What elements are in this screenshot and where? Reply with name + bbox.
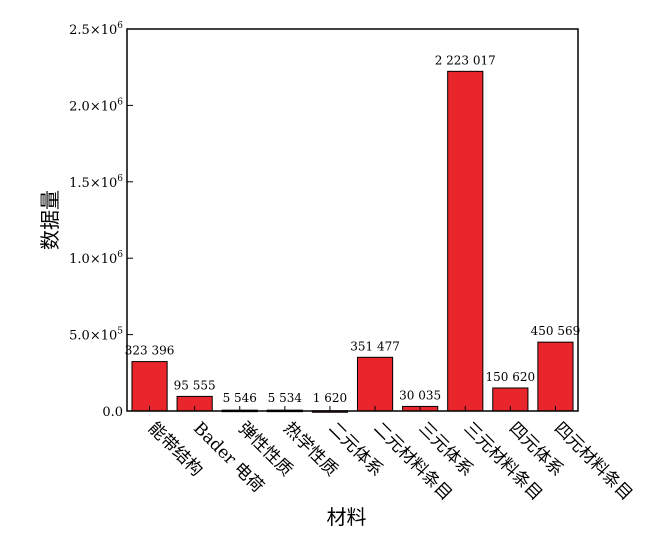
- y-tick-label-4: 2.0×106: [69, 97, 123, 114]
- data-label-7: 2 223 017: [435, 53, 496, 67]
- x-axis-title: 材料: [327, 505, 367, 529]
- bar-9: [537, 341, 574, 412]
- y-tick-label-1: 5.0×105: [69, 327, 123, 344]
- data-label-4: 1 620: [313, 391, 347, 405]
- y-tick-label-3: 1.5×106: [69, 174, 123, 191]
- bars-layer: [131, 70, 574, 413]
- data-label-9: 450 569: [531, 324, 581, 338]
- data-label-0: 323 396: [125, 344, 175, 358]
- data-label-2: 5 546: [223, 391, 257, 405]
- bar-7: [447, 70, 484, 412]
- data-label-5: 351 477: [350, 339, 400, 353]
- bar-5: [356, 356, 394, 412]
- data-labels-layer: 323 396 95 555 5 546 5 534 1 620 351 477 30 03…: [125, 53, 581, 405]
- data-label-3: 5 534: [268, 391, 303, 405]
- y-axis-title: 数据量: [38, 190, 62, 250]
- y-tick-label-2: 1.0×106: [69, 250, 123, 267]
- y-tick-label-5: 2.5×106: [69, 21, 123, 38]
- y-tick-label-0: 0.0: [102, 405, 123, 420]
- bar-0: [131, 361, 168, 412]
- plot-frame: [126, 28, 579, 412]
- y-axis-ticks: 0.0 5.0×105 1.0×106 1.5×106 2.0×106 2.5×106: [69, 21, 133, 420]
- data-label-8: 150 620: [486, 370, 536, 384]
- data-label-6: 30 035: [399, 388, 441, 402]
- data-label-1: 95 555: [174, 378, 216, 392]
